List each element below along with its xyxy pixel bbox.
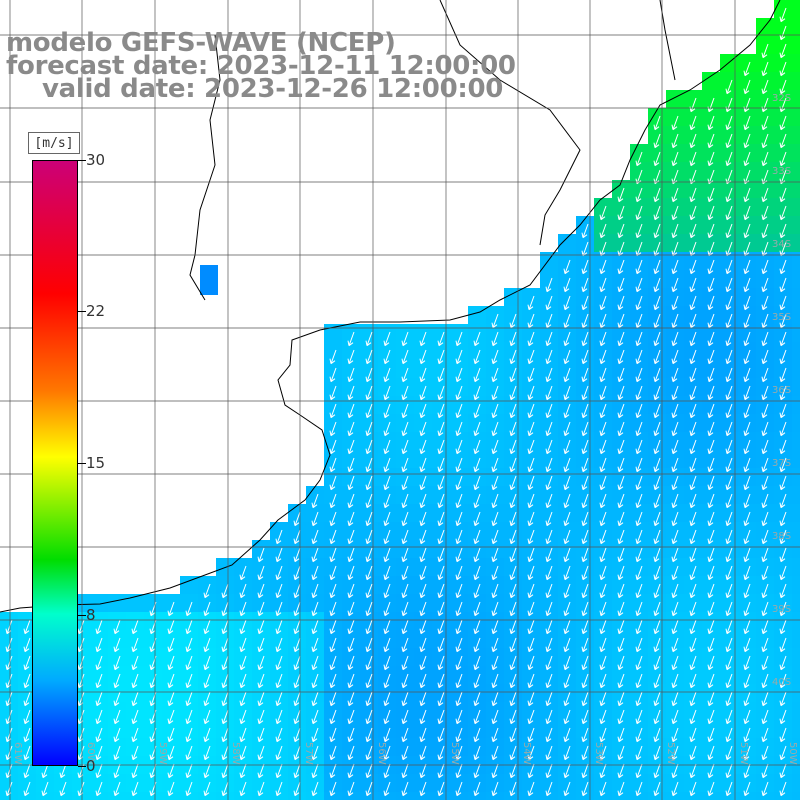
- colorbar-tick: 8: [86, 606, 96, 624]
- lon-label: 58W: [230, 742, 241, 765]
- wind-arrows: [5, 7, 787, 797]
- model-title: modelo GEFS-WAVE (NCEP): [6, 28, 396, 58]
- lat-label: 37S: [772, 458, 791, 469]
- lon-label: 56W: [376, 742, 387, 765]
- lat-label: 36S: [772, 385, 791, 396]
- lon-label: 51W: [738, 742, 749, 765]
- lat-label: 35S: [772, 312, 791, 323]
- lat-label: 34S: [772, 239, 791, 250]
- lat-label: 38S: [772, 531, 791, 542]
- lon-label: 53W: [593, 742, 604, 765]
- valid-date: valid date: 2023-12-26 12:00:00: [42, 74, 504, 104]
- lon-label: 59W: [157, 742, 168, 765]
- lon-label: 61W: [12, 742, 23, 765]
- lon-label: 50W: [787, 742, 798, 765]
- colorbar-tick: 30: [86, 151, 106, 169]
- colorbar: [32, 160, 78, 766]
- lon-label: 55W: [449, 742, 460, 765]
- colorbar-tick: 15: [86, 454, 106, 472]
- forecast-date: forecast date: 2023-12-11 12:00:00: [6, 51, 516, 81]
- lon-label: 60W: [85, 742, 96, 765]
- bay-cell: [200, 265, 218, 295]
- lat-label: 32S: [772, 93, 791, 104]
- lat-label: 33S: [772, 166, 791, 177]
- colorbar-unit: [m/s]: [28, 132, 80, 154]
- border-line: [189, 34, 221, 301]
- lon-label: 52W: [665, 742, 676, 765]
- lon-label: 54W: [521, 742, 532, 765]
- colorbar-tick: 22: [86, 302, 106, 320]
- lat-label: 40S: [772, 677, 791, 688]
- lat-label: 39S: [772, 604, 791, 615]
- lon-label: 57W: [303, 742, 314, 765]
- coastline: [0, 0, 781, 613]
- border-line: [439, 0, 581, 246]
- border-line: [659, 0, 676, 81]
- colorbar-tick: 0: [86, 757, 96, 775]
